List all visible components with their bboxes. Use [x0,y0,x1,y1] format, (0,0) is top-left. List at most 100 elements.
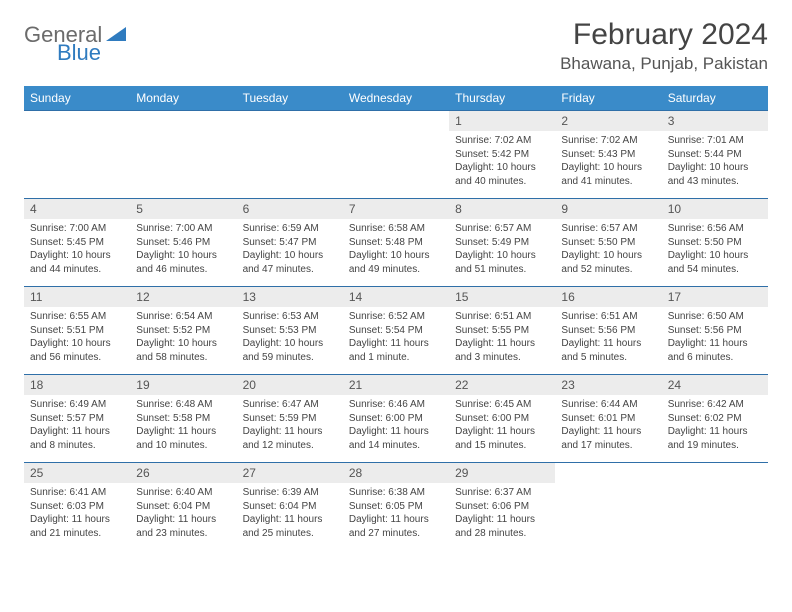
daylight-text: Daylight: 11 hours and 1 minute. [349,337,443,364]
day-content: Sunrise: 6:56 AMSunset: 5:50 PMDaylight:… [662,219,768,281]
sunrise-text: Sunrise: 7:02 AM [561,134,655,148]
sunrise-text: Sunrise: 6:39 AM [243,486,337,500]
sunset-text: Sunset: 5:46 PM [136,236,230,250]
sunrise-text: Sunrise: 6:37 AM [455,486,549,500]
page-header: General February 2024 Bhawana, Punjab, P… [24,18,768,74]
day-content: Sunrise: 7:02 AMSunset: 5:43 PMDaylight:… [555,131,661,193]
day-content: Sunrise: 6:42 AMSunset: 6:02 PMDaylight:… [662,395,768,457]
calendar-header-row: SundayMondayTuesdayWednesdayThursdayFrid… [24,86,768,111]
calendar-cell: 9Sunrise: 6:57 AMSunset: 5:50 PMDaylight… [555,199,661,287]
calendar-row: 18Sunrise: 6:49 AMSunset: 5:57 PMDayligh… [24,375,768,463]
sunset-text: Sunset: 6:06 PM [455,500,549,514]
day-number: 1 [449,111,555,131]
daylight-text: Daylight: 11 hours and 12 minutes. [243,425,337,452]
weekday-header: Tuesday [237,86,343,111]
sunset-text: Sunset: 5:49 PM [455,236,549,250]
day-number: 28 [343,463,449,483]
sunrise-text: Sunrise: 6:55 AM [30,310,124,324]
day-content: Sunrise: 6:40 AMSunset: 6:04 PMDaylight:… [130,483,236,545]
calendar-cell: 18Sunrise: 6:49 AMSunset: 5:57 PMDayligh… [24,375,130,463]
day-content: Sunrise: 7:00 AMSunset: 5:46 PMDaylight:… [130,219,236,281]
calendar-cell: 14 Sunrise: 6:52 AMSunset: 5:54 PMDayligh… [343,287,449,375]
calendar-cell: 26Sunrise: 6:40 AMSunset: 6:04 PMDayligh… [130,463,236,551]
day-content: Sunrise: 6:41 AMSunset: 6:03 PMDaylight:… [24,483,130,545]
calendar-cell [24,111,130,199]
daylight-text: Daylight: 11 hours and 21 minutes. [30,513,124,540]
sunrise-text: Sunrise: 6:53 AM [243,310,337,324]
day-content: Sunrise: 6:45 AMSunset: 6:00 PMDaylight:… [449,395,555,457]
weekday-header: Sunday [24,86,130,111]
calendar-cell: 10Sunrise: 6:56 AMSunset: 5:50 PMDayligh… [662,199,768,287]
day-number: 14 [343,287,449,307]
logo-triangle-icon [106,25,126,46]
day-number: 13 [237,287,343,307]
day-content: Sunrise: 6:50 AMSunset: 5:56 PMDaylight:… [662,307,768,369]
day-content: Sunrise: 6:51 AMSunset: 5:56 PMDaylight:… [555,307,661,369]
sunrise-text: Sunrise: 6:54 AM [136,310,230,324]
sunset-text: Sunset: 5:47 PM [243,236,337,250]
calendar-cell: 22Sunrise: 6:45 AMSunset: 6:00 PMDayligh… [449,375,555,463]
sunset-text: Sunset: 5:58 PM [136,412,230,426]
sunrise-text: Sunrise: 6:52 AM [349,310,443,324]
sunset-text: Sunset: 5:55 PM [455,324,549,338]
calendar-cell [130,111,236,199]
daylight-text: Daylight: 11 hours and 25 minutes. [243,513,337,540]
daylight-text: Daylight: 11 hours and 10 minutes. [136,425,230,452]
location-label: Bhawana, Punjab, Pakistan [560,54,768,74]
calendar-cell: 27Sunrise: 6:39 AMSunset: 6:04 PMDayligh… [237,463,343,551]
day-number: 12 [130,287,236,307]
weekday-header: Monday [130,86,236,111]
sunset-text: Sunset: 5:57 PM [30,412,124,426]
day-content: Sunrise: 6:44 AMSunset: 6:01 PMDaylight:… [555,395,661,457]
day-number: 27 [237,463,343,483]
daylight-text: Daylight: 11 hours and 8 minutes. [30,425,124,452]
daylight-text: Daylight: 10 hours and 43 minutes. [668,161,762,188]
day-content: Sunrise: 7:02 AMSunset: 5:42 PMDaylight:… [449,131,555,193]
day-number: 2 [555,111,661,131]
weekday-header: Thursday [449,86,555,111]
sunset-text: Sunset: 5:50 PM [561,236,655,250]
daylight-text: Daylight: 11 hours and 14 minutes. [349,425,443,452]
daylight-text: Daylight: 11 hours and 3 minutes. [455,337,549,364]
sunrise-text: Sunrise: 6:56 AM [668,222,762,236]
sunrise-text: Sunrise: 6:45 AM [455,398,549,412]
daylight-text: Daylight: 10 hours and 41 minutes. [561,161,655,188]
calendar-cell: 20Sunrise: 6:47 AMSunset: 5:59 PMDayligh… [237,375,343,463]
day-number: 9 [555,199,661,219]
month-title: February 2024 [560,18,768,52]
sunrise-text: Sunrise: 6:47 AM [243,398,337,412]
calendar-cell: 25Sunrise: 6:41 AMSunset: 6:03 PMDayligh… [24,463,130,551]
calendar-cell [662,463,768,551]
daylight-text: Daylight: 10 hours and 44 minutes. [30,249,124,276]
day-content: Sunrise: 7:00 AMSunset: 5:45 PMDaylight:… [24,219,130,281]
day-number: 3 [662,111,768,131]
daylight-text: Daylight: 10 hours and 46 minutes. [136,249,230,276]
calendar-row: 11Sunrise: 6:55 AMSunset: 5:51 PMDayligh… [24,287,768,375]
day-content: Sunrise: 6:48 AMSunset: 5:58 PMDaylight:… [130,395,236,457]
calendar-cell [343,111,449,199]
daylight-text: Daylight: 11 hours and 17 minutes. [561,425,655,452]
weekday-header: Wednesday [343,86,449,111]
day-content: Sunrise: 6:49 AMSunset: 5:57 PMDaylight:… [24,395,130,457]
sunrise-text: Sunrise: 7:00 AM [30,222,124,236]
daylight-text: Daylight: 10 hours and 51 minutes. [455,249,549,276]
sunset-text: Sunset: 6:02 PM [668,412,762,426]
calendar-cell: 12Sunrise: 6:54 AMSunset: 5:52 PMDayligh… [130,287,236,375]
calendar-cell: 13Sunrise: 6:53 AMSunset: 5:53 PMDayligh… [237,287,343,375]
calendar-cell: 21Sunrise: 6:46 AMSunset: 6:00 PMDayligh… [343,375,449,463]
sunrise-text: Sunrise: 6:38 AM [349,486,443,500]
day-content: Sunrise: 6:47 AMSunset: 5:59 PMDaylight:… [237,395,343,457]
sunset-text: Sunset: 5:54 PM [349,324,443,338]
sunset-text: Sunset: 5:45 PM [30,236,124,250]
day-number: 4 [24,199,130,219]
day-content: Sunrise: 7:01 AMSunset: 5:44 PMDaylight:… [662,131,768,193]
sunset-text: Sunset: 5:59 PM [243,412,337,426]
daylight-text: Daylight: 10 hours and 49 minutes. [349,249,443,276]
day-content: Sunrise: 6:37 AMSunset: 6:06 PMDaylight:… [449,483,555,545]
day-number: 26 [130,463,236,483]
sunset-text: Sunset: 5:56 PM [668,324,762,338]
logo-text-blue-wrap: Blue [57,40,101,66]
daylight-text: Daylight: 11 hours and 15 minutes. [455,425,549,452]
day-number: 21 [343,375,449,395]
calendar-cell: 24Sunrise: 6:42 AMSunset: 6:02 PMDayligh… [662,375,768,463]
